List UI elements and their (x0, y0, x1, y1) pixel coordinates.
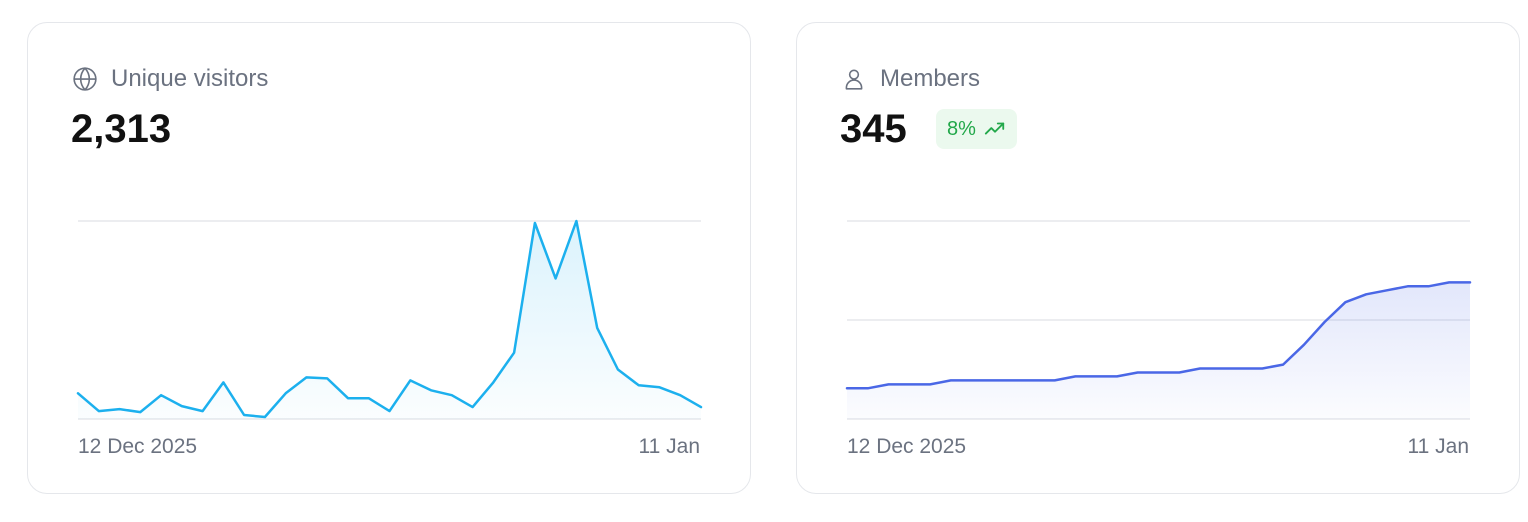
members-chart (845, 220, 1472, 420)
card-header: Members (841, 65, 980, 93)
card-header: Unique visitors (72, 65, 268, 93)
card-title: Unique visitors (111, 65, 269, 92)
series-area (78, 221, 701, 419)
series-line (76, 219, 703, 419)
series-line (845, 281, 1472, 390)
members-card[interactable]: Members 345 8% 12 Dec 2025 11 Jan (796, 22, 1520, 494)
change-badge-value: 8% (947, 117, 976, 140)
x-axis-end-label: 11 Jan (1407, 435, 1470, 458)
series-area (847, 282, 1470, 419)
x-axis-end-label: 11 Jan (638, 435, 701, 458)
metric-value: 2,313 (71, 107, 172, 151)
change-badge: 8% (936, 109, 1017, 149)
trending-up-icon (984, 121, 1006, 137)
user-icon (841, 66, 867, 92)
metric-value: 345 (840, 107, 907, 151)
unique-visitors-chart (76, 219, 703, 420)
globe-icon (72, 66, 98, 92)
x-axis-start-label: 12 Dec 2025 (847, 435, 967, 458)
x-axis-start-label: 12 Dec 2025 (78, 435, 198, 458)
card-title: Members (880, 65, 981, 92)
unique-visitors-card[interactable]: Unique visitors 2,313 12 Dec 2025 11 Jan (27, 22, 751, 494)
